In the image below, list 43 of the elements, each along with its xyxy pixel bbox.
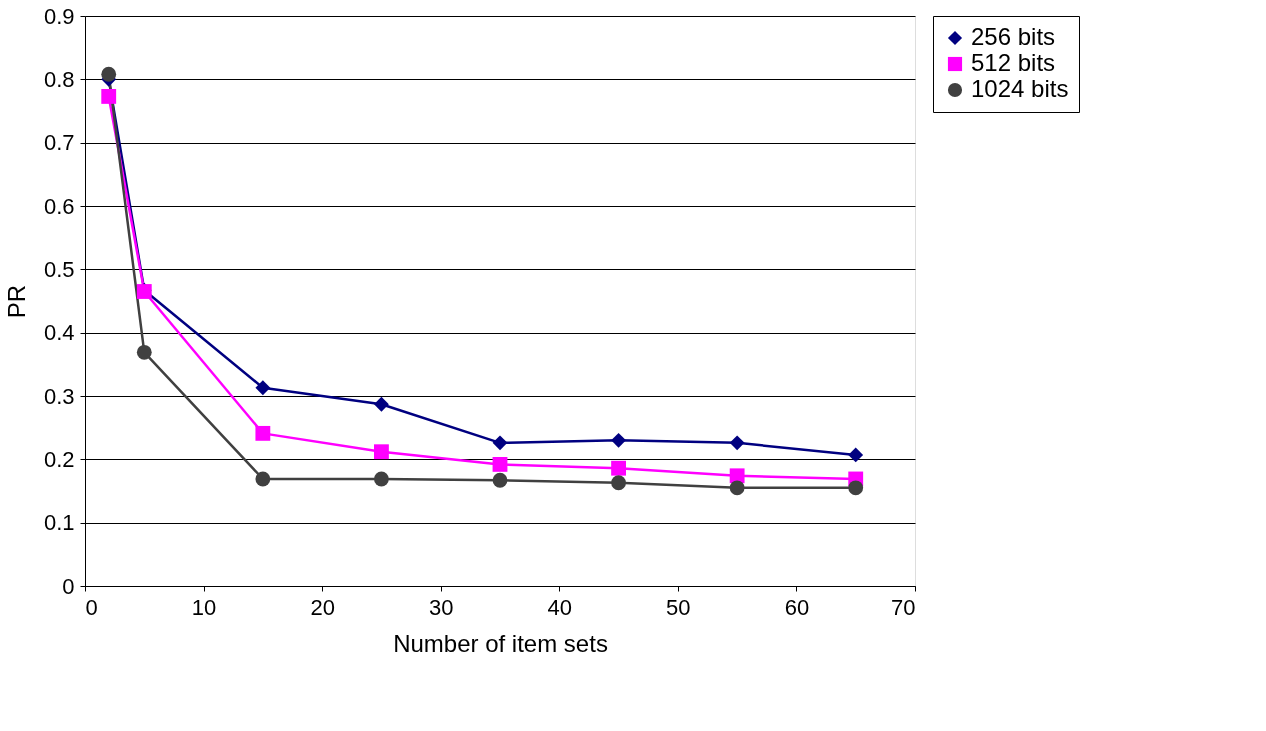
point xyxy=(729,435,745,451)
point xyxy=(492,456,508,472)
y-tick-label: 0.3 xyxy=(43,383,75,409)
point xyxy=(255,471,271,487)
x-tick-label: 0 xyxy=(85,594,98,620)
y-tick-label: 0.6 xyxy=(43,193,75,219)
x-tick-label: 10 xyxy=(191,594,217,620)
point xyxy=(848,480,864,496)
point xyxy=(136,344,152,360)
point xyxy=(374,396,389,412)
point xyxy=(848,447,864,463)
y-tick-label: 0.7 xyxy=(43,130,75,156)
x-tick-label: 30 xyxy=(428,594,454,620)
point xyxy=(255,380,271,396)
point xyxy=(611,460,626,476)
x-tick-label: 20 xyxy=(310,594,335,620)
point xyxy=(374,471,389,487)
point xyxy=(492,435,508,451)
point xyxy=(729,480,745,496)
legend-label: 512 bits xyxy=(971,49,1056,76)
point xyxy=(101,89,117,104)
x-tick-label: 40 xyxy=(547,594,573,620)
point xyxy=(101,66,117,82)
y-tick-label: 0 xyxy=(62,573,75,599)
point xyxy=(729,468,745,484)
point xyxy=(611,432,626,448)
legend-label: 1024 bits xyxy=(971,75,1069,102)
point xyxy=(492,472,508,488)
y-tick-label: 0.8 xyxy=(43,66,75,92)
point xyxy=(611,475,626,491)
legend-label: 256 bits xyxy=(971,23,1056,50)
x-tick-label: 50 xyxy=(666,594,691,620)
y-tick-label: 0.4 xyxy=(43,320,75,346)
x-tick-label: 70 xyxy=(891,594,916,620)
x-tick-label: 60 xyxy=(784,594,810,620)
x-axis-title: Number of item sets xyxy=(393,629,608,657)
y-tick-label: 0.2 xyxy=(43,446,75,472)
y-axis-title: PR xyxy=(2,284,30,319)
point xyxy=(255,425,271,441)
point xyxy=(374,444,389,460)
y-tick-label: 0.9 xyxy=(43,3,75,29)
y-tick-label: 0.1 xyxy=(43,510,75,536)
y-tick-label: 0.5 xyxy=(43,256,75,282)
